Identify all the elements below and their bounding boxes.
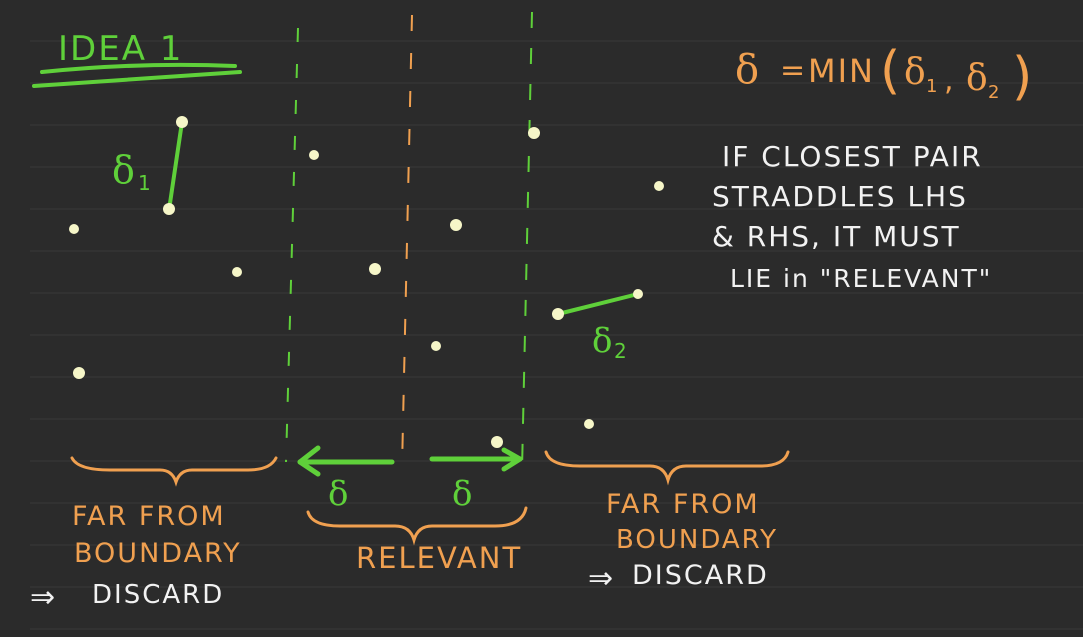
point [176,116,188,128]
formula-equals: = [780,53,805,88]
min-formula: δ = MIN ( δ 1 , δ 2 ) [735,41,1032,107]
note-line-4: LIE in "RELEVANT" [730,264,992,293]
right-region-action: DISCARD [632,560,769,591]
point-set [69,116,664,448]
delta2-symbol: δ [592,321,612,361]
point [69,224,79,234]
left-region-brace [70,456,278,487]
formula-d1: δ [904,52,926,93]
right-region-line2: BOUNDARY [616,525,778,555]
formula-delta: δ [735,47,759,93]
delta1-subscript: 1 [138,171,151,195]
point [431,341,441,351]
title: IDEA 1 [58,29,183,69]
left-strip-boundary [285,27,299,463]
note-line-2: STRADDLES LHS [712,180,968,213]
right-region-arrow: ⇒ [588,561,613,596]
ruled-lines [30,40,1083,630]
formula-d2: δ [966,58,988,99]
right-strip-boundary [521,11,533,471]
strip-left-arrow [297,445,395,477]
delta2-subscript: 2 [614,339,627,363]
point [163,203,175,215]
left-region-arrow: ⇒ [30,580,55,615]
point [654,181,664,191]
formula-close-paren: ) [1012,47,1032,107]
point [450,219,462,231]
relevant-label: RELEVANT [356,541,522,575]
point [491,436,503,448]
right-region-line1: FAR FROM [606,489,760,520]
note-line-1: IF CLOSEST PAIR [722,140,983,173]
title-underline [32,62,242,88]
formula-comma: , [944,63,954,98]
strip-right-arrow [429,447,523,472]
point [309,150,319,160]
point [528,127,540,139]
point [552,308,564,320]
formula-d2-sub: 2 [988,82,999,103]
strip-delta-left: δ [328,474,348,514]
formula-open-paren: ( [880,41,900,101]
relevant-brace [306,506,528,546]
delta1-segment [167,120,184,212]
delta2-segment [556,292,640,316]
note-line-3: & RHS, IT MUST [712,220,961,253]
point [73,367,85,379]
left-region-action: DISCARD [92,580,224,610]
point [369,263,381,275]
formula-d1-sub: 1 [926,76,937,97]
closest-pair-note: IF CLOSEST PAIR STRADDLES LHS & RHS, IT … [712,140,992,293]
delta1-symbol: δ [112,148,135,192]
point [232,267,242,277]
left-region-line1: FAR FROM [72,501,226,532]
point [633,289,643,299]
strip-delta-right: δ [452,474,472,514]
point [584,419,594,429]
left-region-line2: BOUNDARY [74,538,242,569]
formula-min: MIN [808,52,875,90]
right-region-brace [544,450,790,486]
